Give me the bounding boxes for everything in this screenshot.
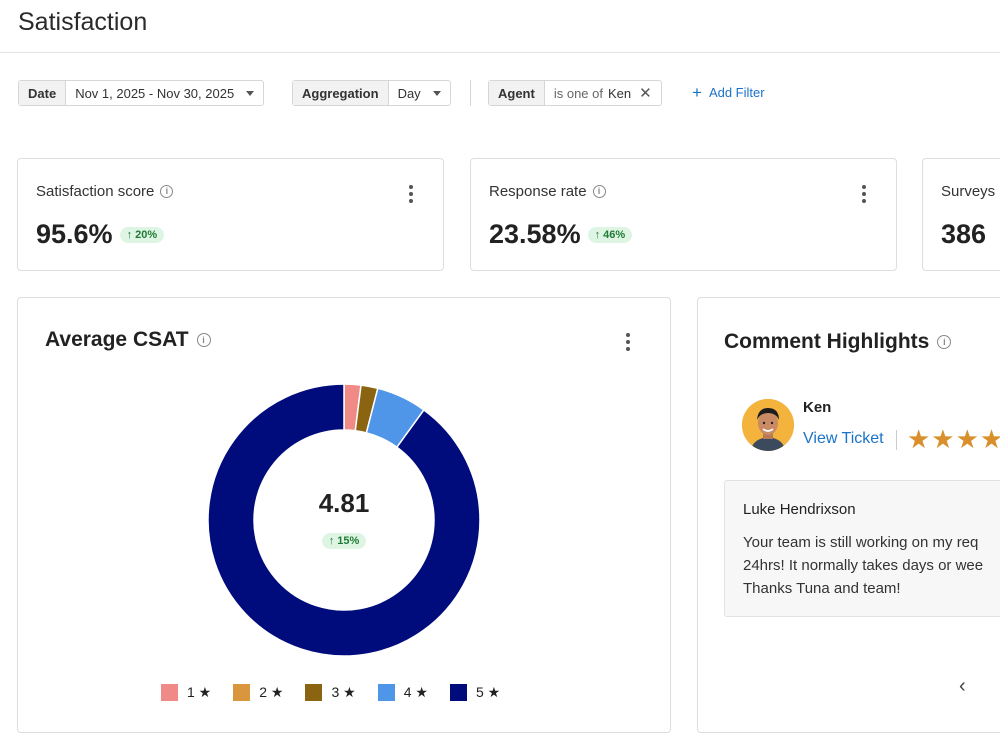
plus-icon: + bbox=[692, 83, 702, 102]
chevron-left-icon[interactable]: ‹ bbox=[959, 675, 966, 697]
aggregation-filter-value[interactable]: Day bbox=[389, 81, 450, 105]
page-title: Satisfaction bbox=[18, 8, 148, 36]
metric-card-satisfaction: Satisfaction score i 95.6% ↑ 20% bbox=[17, 158, 444, 271]
star-rating: ★★★★ bbox=[907, 424, 1000, 454]
legend-label: 1 ★ bbox=[187, 684, 212, 700]
agent-name: Ken bbox=[803, 399, 832, 416]
metric-label: Response rate i bbox=[489, 183, 606, 200]
chevron-down-icon bbox=[432, 90, 441, 96]
date-range-label: Nov 1, 2025 - Nov 30, 2025 bbox=[75, 85, 235, 101]
legend-swatch bbox=[449, 684, 467, 701]
aggregation-filter-key: Aggregation bbox=[293, 81, 389, 105]
comment-author: Luke Hendrixson bbox=[743, 501, 856, 518]
info-icon[interactable]: i bbox=[592, 185, 606, 198]
metric-label-text: Satisfaction score bbox=[36, 183, 155, 200]
legend-label: 4 ★ bbox=[403, 684, 428, 700]
agent-filter-selected: Ken bbox=[608, 85, 632, 101]
metric-value: 23.58% ↑ 46% bbox=[489, 219, 633, 250]
more-options-icon[interactable] bbox=[858, 185, 870, 203]
add-filter-label: Add Filter bbox=[708, 85, 765, 100]
legend-swatch bbox=[377, 684, 395, 701]
aggregation-filter[interactable]: Aggregation Day bbox=[292, 80, 451, 106]
metric-label-text: Surveys bbox=[941, 183, 996, 200]
legend-label: 3 ★ bbox=[331, 684, 356, 700]
more-options-icon[interactable] bbox=[622, 333, 634, 351]
metric-value: 386 bbox=[941, 219, 986, 250]
comment-text: Your team is still working on my req 24h… bbox=[743, 534, 984, 597]
page-header: Satisfaction bbox=[0, 0, 1000, 53]
more-options-icon[interactable] bbox=[405, 185, 417, 203]
average-csat-value: 4.81 bbox=[318, 488, 370, 518]
legend-item-2[interactable]: 2 ★ bbox=[233, 684, 283, 701]
metric-label: Satisfaction score i bbox=[36, 183, 174, 200]
trend-badge: ↑ 15% bbox=[321, 533, 367, 549]
divider bbox=[896, 430, 897, 450]
chart-title: Average CSAT i bbox=[45, 328, 211, 352]
info-icon[interactable]: i bbox=[160, 185, 174, 198]
legend-label: 2 ★ bbox=[259, 684, 284, 700]
agent-avatar bbox=[742, 399, 794, 451]
csat-donut-chart bbox=[207, 383, 481, 657]
metric-label: Surveys bbox=[941, 183, 995, 200]
date-filter-value[interactable]: Nov 1, 2025 - Nov 30, 2025 bbox=[66, 81, 263, 105]
metric-card-surveys: Surveys 386 bbox=[922, 158, 1000, 271]
close-icon[interactable]: ✕ bbox=[639, 84, 652, 102]
legend-label: 5 ★ bbox=[475, 684, 501, 700]
legend-item-5[interactable]: 5 ★ bbox=[449, 684, 501, 701]
comment-card: Luke Hendrixson Your team is still worki… bbox=[724, 480, 1000, 617]
metric-value-text: 386 bbox=[941, 219, 987, 249]
metric-value: 95.6% ↑ 20% bbox=[36, 219, 165, 250]
csat-card: Average CSAT i 4.81 ↑ 15% 1 ★ 2 ★ 3 ★ 4 ★ 5 … bbox=[17, 297, 671, 733]
legend-swatch bbox=[233, 684, 251, 701]
legend-swatch bbox=[305, 684, 323, 701]
average-csat-trend: ↑ 15% bbox=[18, 531, 670, 549]
comment-highlights-card: Comment Highlights i Ken View Ticket ★★★… bbox=[697, 297, 1000, 733]
info-icon[interactable]: i bbox=[937, 335, 952, 349]
legend-swatch bbox=[161, 684, 178, 701]
trend-badge: ↑ 20% bbox=[119, 226, 165, 243]
view-ticket-link[interactable]: View Ticket bbox=[803, 430, 884, 447]
metric-value-text: 23.58% bbox=[489, 219, 581, 249]
agent-filter-operator: is one of bbox=[553, 85, 603, 101]
date-filter[interactable]: Date Nov 1, 2025 - Nov 30, 2025 bbox=[18, 80, 265, 106]
filter-divider bbox=[470, 80, 471, 106]
legend-item-1[interactable]: 1 ★ bbox=[161, 684, 211, 701]
agent-filter-value[interactable]: is one of Ken ✕ bbox=[545, 81, 661, 105]
chart-title-text: Average CSAT bbox=[45, 328, 189, 351]
chart-legend: 1 ★ 2 ★ 3 ★ 4 ★ 5 ★ bbox=[161, 684, 500, 701]
donut-slice-5[interactable] bbox=[207, 383, 481, 657]
agent-filter[interactable]: Agent is one of Ken ✕ bbox=[488, 80, 662, 106]
metric-card-response-rate: Response rate i 23.58% ↑ 46% bbox=[470, 158, 897, 271]
aggregation-label: Day bbox=[397, 85, 421, 101]
chevron-down-icon bbox=[246, 90, 255, 96]
legend-item-4[interactable]: 4 ★ bbox=[377, 684, 428, 701]
date-filter-key: Date bbox=[19, 81, 67, 105]
metric-value-text: 95.6% bbox=[36, 219, 113, 249]
metric-label-text: Response rate bbox=[489, 183, 587, 200]
comment-highlights-title: Comment Highlights i bbox=[724, 330, 952, 354]
comment-highlights-title-text: Comment Highlights bbox=[724, 330, 930, 353]
agent-filter-key: Agent bbox=[489, 81, 545, 105]
info-icon[interactable]: i bbox=[196, 333, 211, 347]
legend-item-3[interactable]: 3 ★ bbox=[305, 684, 356, 701]
trend-badge: ↑ 46% bbox=[587, 226, 633, 243]
add-filter-button[interactable]: + Add Filter bbox=[692, 84, 765, 101]
